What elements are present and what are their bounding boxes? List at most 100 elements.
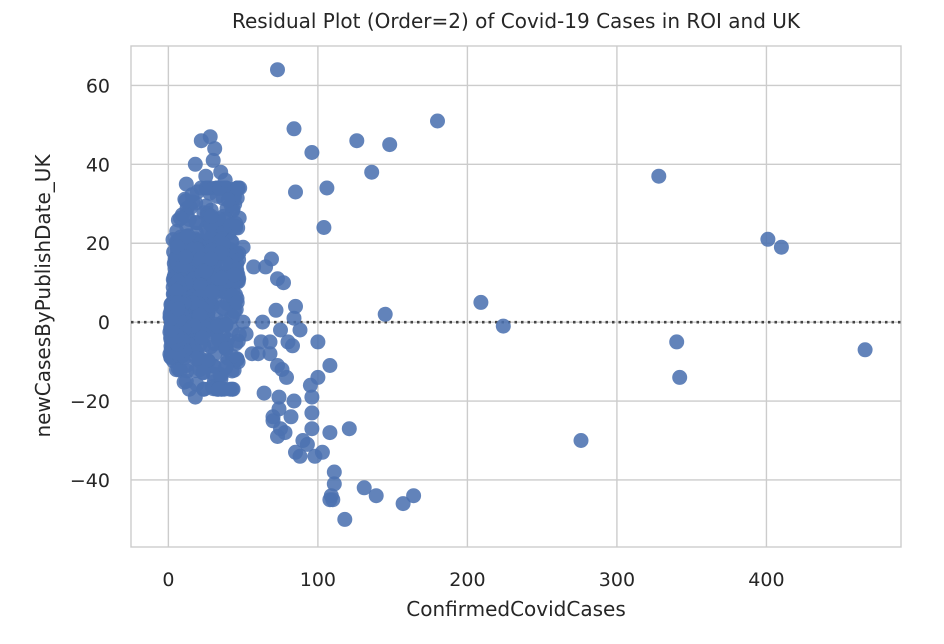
data-point — [271, 401, 287, 417]
data-point — [322, 358, 338, 373]
data-point — [217, 172, 233, 188]
data-point — [235, 239, 251, 255]
data-point — [246, 259, 262, 275]
data-point — [235, 314, 251, 330]
data-point — [273, 322, 288, 338]
data-point — [270, 429, 285, 444]
x-tick-label: 0 — [162, 569, 174, 591]
data-point — [430, 113, 445, 129]
data-point — [262, 334, 278, 350]
data-point — [773, 239, 789, 255]
data-point — [672, 369, 688, 385]
data-point — [270, 62, 285, 78]
data-point — [377, 306, 393, 322]
y-tick-label: 60 — [86, 75, 110, 97]
grid-lines — [131, 46, 901, 547]
data-point — [270, 271, 285, 287]
data-point — [220, 192, 236, 208]
data-point — [326, 464, 342, 480]
y-axis-label: newCasesByPublishDate_UK — [31, 154, 55, 438]
y-tick-labels: −40 −20 0 20 40 60 — [70, 75, 110, 491]
data-point — [286, 121, 302, 137]
data-point — [244, 346, 260, 362]
data-point — [325, 492, 341, 508]
data-point — [495, 318, 511, 334]
data-point — [651, 168, 667, 184]
data-point — [193, 133, 209, 149]
y-tick-label: 0 — [98, 312, 110, 334]
data-point — [203, 208, 219, 224]
data-point — [188, 350, 204, 366]
data-point — [178, 249, 194, 265]
data-point — [304, 389, 320, 405]
data-point — [255, 314, 271, 330]
data-point — [286, 310, 302, 326]
data-point — [207, 141, 223, 157]
data-point — [573, 433, 589, 448]
data-point — [225, 349, 240, 364]
data-point — [179, 229, 194, 244]
data-point — [406, 488, 422, 504]
data-point — [229, 294, 245, 310]
y-tick-label: 20 — [86, 233, 110, 255]
data-point — [288, 184, 303, 200]
data-point — [230, 180, 246, 196]
data-point — [288, 444, 303, 460]
data-point — [168, 283, 184, 299]
data-point — [395, 496, 411, 512]
x-axis-label: ConfirmedCovidCases — [406, 597, 625, 621]
data-point — [382, 137, 398, 153]
data-point — [295, 433, 311, 448]
data-point — [286, 393, 302, 409]
data-points — [162, 62, 873, 527]
data-point — [364, 164, 380, 180]
data-point — [262, 346, 278, 362]
data-point — [314, 444, 330, 460]
data-point — [271, 389, 287, 405]
data-point — [195, 364, 211, 380]
data-point — [285, 338, 300, 354]
data-point — [170, 301, 186, 317]
data-point — [198, 263, 213, 279]
data-point — [760, 231, 776, 247]
data-point — [319, 180, 335, 196]
data-point — [337, 511, 353, 527]
data-point — [178, 176, 194, 192]
data-point — [238, 326, 254, 342]
data-point — [304, 405, 320, 421]
plot-area-frame — [130, 45, 902, 548]
data-point — [172, 210, 188, 226]
data-point — [288, 298, 303, 314]
data-point — [256, 385, 272, 401]
data-point — [218, 317, 234, 333]
data-point — [187, 156, 203, 172]
data-point — [228, 216, 244, 231]
data-point — [198, 168, 214, 184]
data-point — [213, 270, 229, 286]
x-tick-label: 200 — [449, 569, 485, 591]
data-point — [169, 239, 185, 255]
x-tick-label: 400 — [748, 569, 784, 591]
data-point — [265, 413, 281, 429]
y-tick-label: −40 — [70, 470, 110, 492]
data-point — [218, 359, 234, 375]
data-point — [304, 145, 320, 160]
data-point — [292, 322, 308, 338]
data-point — [326, 476, 342, 492]
y-tick-label: 40 — [86, 154, 110, 176]
data-point — [857, 342, 873, 358]
data-point — [224, 381, 240, 397]
data-point — [270, 358, 285, 373]
data-point — [211, 381, 227, 397]
data-point — [268, 302, 284, 318]
data-point — [178, 373, 194, 389]
x-tick-label: 100 — [300, 569, 336, 591]
data-point — [214, 299, 230, 315]
data-point — [205, 152, 221, 168]
data-point — [226, 267, 242, 283]
chart-title: Residual Plot (Order=2) of Covid-19 Case… — [232, 9, 801, 33]
data-point — [310, 334, 326, 350]
data-point — [172, 362, 188, 378]
